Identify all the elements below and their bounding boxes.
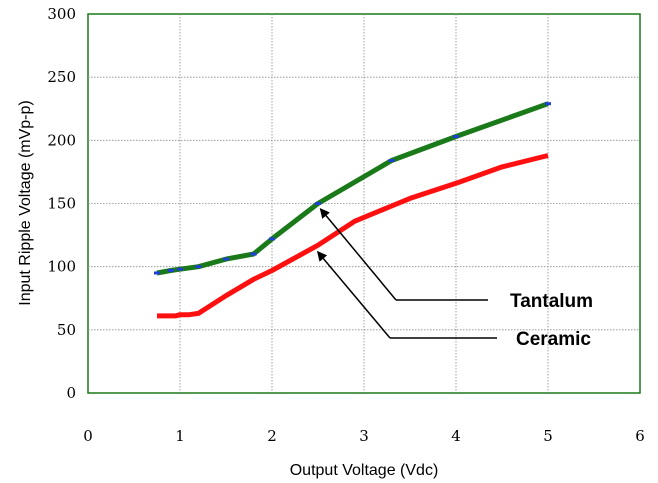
- grid-lines: [88, 14, 640, 393]
- x-tick-label: 0: [83, 427, 93, 445]
- x-tick-labels: 0 1 2 3 4 5 6: [83, 427, 645, 445]
- x-tick-label: 3: [359, 427, 369, 445]
- y-tick-label: 150: [47, 195, 76, 213]
- y-tick-label: 0: [66, 384, 76, 402]
- annotations: Tantalum Ceramic: [316, 207, 593, 350]
- y-tick-label: 250: [47, 68, 76, 86]
- y-tick-label: 300: [47, 5, 76, 23]
- annotation-label-ceramic: Ceramic: [516, 329, 591, 350]
- series-line-ceramic: [157, 153, 549, 319]
- annotation-arrow-tantalum: [319, 207, 397, 301]
- y-tick-labels: 0 50 100 150 200 250 300: [47, 5, 76, 402]
- x-tick-label: 4: [451, 427, 461, 445]
- annotation-arrow-ceramic: [316, 250, 391, 339]
- annotation-label-tantalum: Tantalum: [510, 291, 593, 312]
- x-tick-label: 1: [175, 427, 185, 445]
- y-axis-label: Input Ripple Voltage (mVp-p): [17, 100, 34, 305]
- y-tick-label: 100: [47, 258, 76, 276]
- x-tick-label: 5: [543, 427, 553, 445]
- series-lines: [154, 101, 551, 319]
- y-tick-label: 200: [47, 131, 76, 149]
- y-tick-label: 50: [57, 321, 76, 339]
- x-axis-label: Output Voltage (Vdc): [290, 462, 439, 479]
- x-tick-label: 6: [635, 427, 645, 445]
- x-tick-label: 2: [267, 427, 277, 445]
